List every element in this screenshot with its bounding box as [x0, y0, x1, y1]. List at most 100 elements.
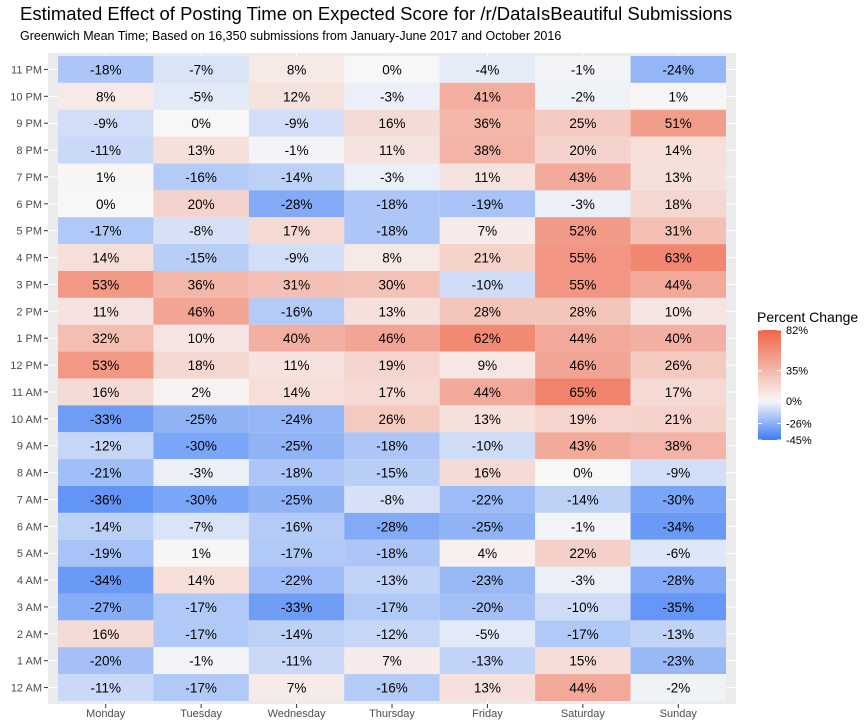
- cell-value-label: 0%: [96, 197, 116, 212]
- heatmap-cell: [58, 405, 154, 433]
- cell-value-label: -33%: [281, 600, 313, 615]
- cell-value-label: -30%: [663, 492, 695, 507]
- cell-value-label: 44%: [474, 385, 501, 400]
- cell-value-label: 11%: [379, 143, 405, 158]
- heatmap-cell: [248, 647, 345, 675]
- heatmap-cell: [58, 351, 154, 379]
- y-tick-label: 8 PM: [16, 145, 42, 157]
- heatmap-cell: [248, 297, 345, 325]
- cell-value-label: -34%: [663, 519, 695, 534]
- heatmap-cell: [535, 378, 631, 406]
- heatmap-cells: [48, 53, 736, 704]
- cell-value-label: -18%: [376, 197, 408, 212]
- heatmap-cell: [535, 432, 631, 460]
- chart-title: Estimated Effect of Posting Time on Expe…: [20, 3, 733, 24]
- cell-value-label: -11%: [281, 654, 312, 669]
- heatmap-cell: [153, 593, 249, 621]
- cell-value-label: 18%: [665, 197, 692, 212]
- heatmap-cell: [630, 674, 726, 701]
- heatmap-cell: [535, 566, 631, 594]
- heatmap-cell: [58, 512, 154, 540]
- heatmap-cell: [248, 56, 345, 83]
- cell-value-label: 11%: [474, 170, 500, 185]
- cell-value-label: 31%: [283, 277, 310, 292]
- heatmap-cell: [344, 324, 440, 352]
- cell-value-label: -9%: [285, 116, 309, 131]
- heatmap-cell: [248, 566, 345, 594]
- cell-value-label: 0%: [191, 116, 211, 131]
- heatmap-cell: [630, 217, 726, 245]
- cell-value-label: -17%: [281, 546, 313, 561]
- heatmap-cell: [344, 82, 440, 110]
- heatmap-cell: [248, 109, 345, 137]
- heatmap-cell: [630, 82, 726, 110]
- cell-value-label: 53%: [92, 358, 119, 373]
- cell-value-label: -28%: [376, 519, 408, 534]
- y-tick-label: 4 PM: [16, 253, 42, 265]
- cell-value-label: -16%: [185, 170, 217, 185]
- cell-value-label: 44%: [569, 681, 596, 696]
- cell-value-label: -19%: [90, 546, 122, 561]
- cell-value-label: -28%: [281, 197, 313, 212]
- heatmap-cell: [344, 593, 440, 621]
- cell-value-label: -30%: [185, 439, 217, 454]
- cell-value-label: 14%: [283, 385, 310, 400]
- heatmap-cell: [535, 486, 631, 513]
- heatmap-cell: [630, 459, 726, 486]
- cell-value-label: 53%: [92, 277, 119, 292]
- heatmap-cell: [344, 459, 440, 486]
- y-tick-label: 2 PM: [16, 306, 42, 318]
- heatmap-cell: [630, 539, 726, 567]
- cell-value-label: 10%: [665, 304, 692, 319]
- y-tick-label: 11 AM: [12, 387, 42, 399]
- cell-value-label: 16%: [378, 116, 405, 131]
- cell-value-label: -1%: [189, 654, 213, 669]
- heatmap-cell: [153, 620, 249, 648]
- heatmap-cell: [153, 324, 249, 352]
- cell-value-label: -8%: [189, 224, 213, 239]
- legend: Percent Change 82% 35% 0% -26% -45%: [757, 309, 858, 447]
- cell-value-label: 0%: [573, 466, 593, 481]
- heatmap-cell: [248, 217, 345, 245]
- heatmap-cell: [439, 674, 536, 701]
- cell-value-label: 17%: [378, 385, 405, 400]
- heatmap-cell: [630, 512, 726, 540]
- heatmap-cell: [439, 459, 536, 486]
- heatmap-cell: [535, 459, 631, 486]
- cell-value-label: 7%: [382, 654, 402, 669]
- cell-value-label: -7%: [189, 519, 213, 534]
- cell-value-label: -34%: [90, 573, 122, 588]
- cell-value-label: 2%: [191, 385, 211, 400]
- heatmap-cell: [153, 217, 249, 245]
- heatmap-cell: [439, 593, 536, 621]
- cell-value-label: -35%: [663, 600, 695, 615]
- cell-value-label: -3%: [380, 170, 404, 185]
- cell-value-label: 20%: [569, 143, 596, 158]
- heatmap-cell: [630, 190, 726, 218]
- y-tick-label: 8 AM: [17, 468, 42, 480]
- heatmap-cell: [248, 405, 345, 433]
- cell-value-label: -19%: [472, 197, 504, 212]
- legend-title: Percent Change: [757, 309, 858, 325]
- cell-value-label: -24%: [281, 412, 313, 427]
- legend-tick-label: -26%: [786, 419, 812, 431]
- cell-value-label: -25%: [281, 439, 313, 454]
- heatmap-cell: [344, 163, 440, 191]
- cell-value-label: 36%: [474, 116, 501, 131]
- heatmap-cell: [439, 297, 536, 325]
- cell-value-label: -17%: [185, 600, 217, 615]
- cell-value-label: -18%: [376, 546, 408, 561]
- cell-value-label: -23%: [472, 573, 504, 588]
- heatmap-cell: [630, 647, 726, 675]
- y-tick-label: 1 AM: [17, 656, 42, 668]
- heatmap-cell: [58, 324, 154, 352]
- cell-value-label: 8%: [287, 62, 307, 77]
- cell-value-label: 13%: [665, 170, 692, 185]
- cell-value-label: 18%: [188, 358, 215, 373]
- cell-value-label: -9%: [285, 251, 309, 266]
- heatmap-cell: [535, 190, 631, 218]
- heatmap-cell: [535, 620, 631, 648]
- cell-value-label: 15%: [569, 654, 596, 669]
- heatmap-cell: [248, 351, 345, 379]
- cell-value-label: 44%: [665, 277, 692, 292]
